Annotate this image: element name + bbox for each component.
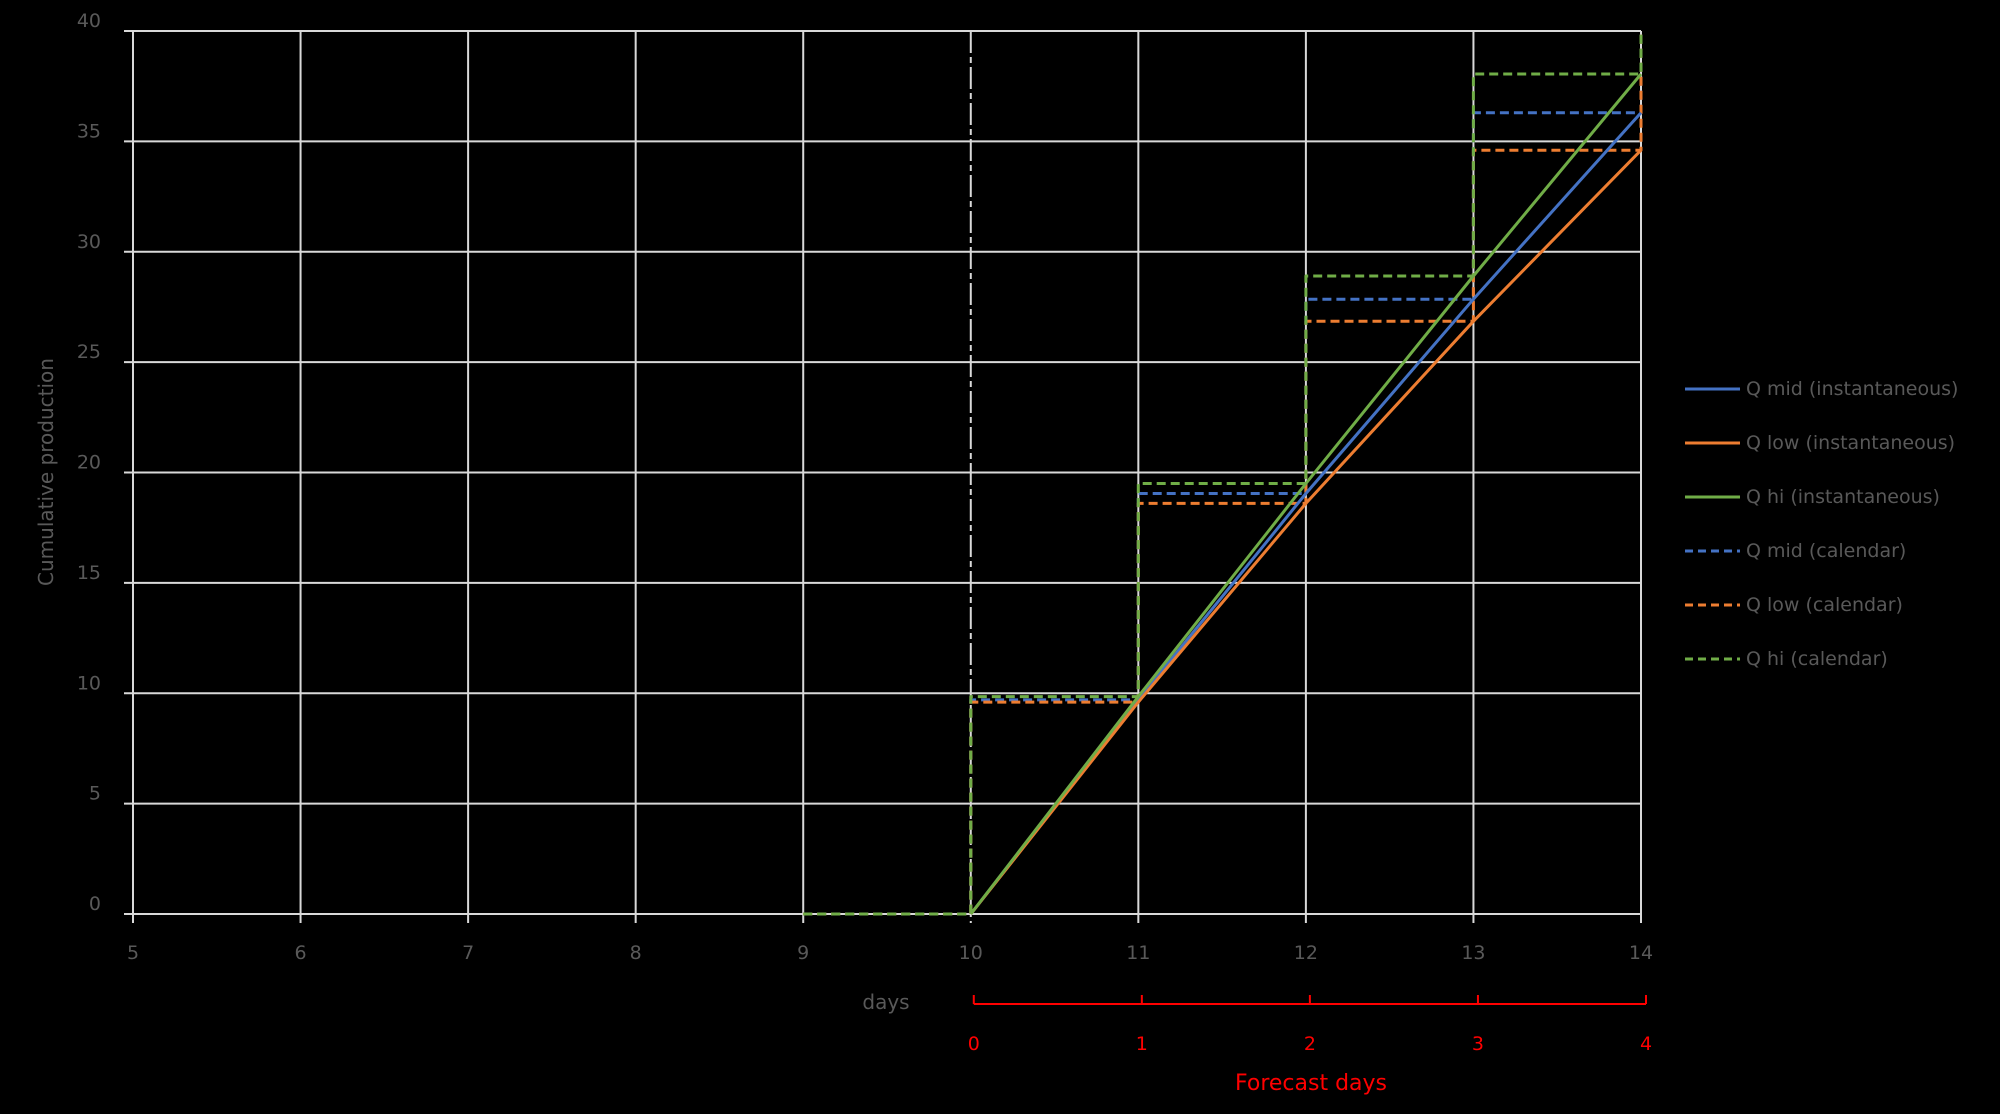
y-tick-label: 20: [77, 452, 101, 474]
forecast-tick-label: 1: [1136, 1033, 1148, 1055]
y-tick-label: 10: [77, 672, 101, 694]
forecast-days-axis: 0 1 2 3 4: [968, 995, 1652, 1055]
y-tick-label: 15: [77, 562, 101, 584]
x-tick-label: 6: [295, 942, 307, 964]
x-tick-label: 12: [1294, 942, 1318, 964]
forecast-tick-label: 2: [1304, 1033, 1316, 1055]
legend-item: Q low (instantaneous): [1685, 432, 1955, 454]
x-axis-title: days: [862, 990, 909, 1014]
series-lines: [803, 31, 1643, 916]
legend-item: Q hi (instantaneous): [1685, 486, 1940, 508]
x-tick-label: 8: [630, 942, 642, 964]
legend-item: Q low (calendar): [1685, 594, 1903, 616]
forecast-tick-label: 4: [1640, 1033, 1652, 1055]
y-tick-label: 5: [89, 783, 101, 805]
y-tick-label: 0: [89, 893, 101, 915]
legend-label: Q hi (instantaneous): [1746, 486, 1940, 508]
legend-label: Q mid (calendar): [1746, 540, 1906, 562]
series-line-q-low-instantaneous: [969, 149, 1643, 915]
y-tick-label: 30: [77, 231, 101, 253]
x-tick-label: 13: [1461, 942, 1485, 964]
legend-label: Q low (calendar): [1746, 594, 1903, 616]
y-tick-label: 35: [77, 120, 101, 142]
x-tick-label: 5: [127, 942, 139, 964]
series-line-q-hi-instantaneous: [969, 73, 1643, 915]
x-tick-label: 9: [797, 942, 809, 964]
forecast-tick-label: 0: [968, 1033, 980, 1055]
y-axis-title: Cumulative production: [34, 358, 58, 586]
forecast-axis-title: Forecast days: [1235, 1071, 1387, 1096]
x-axis-ticks: 5 6 7 8 9 10 11 12 13 14: [127, 942, 1653, 964]
legend-label: Q mid (instantaneous): [1746, 378, 1958, 400]
x-tick-label: 11: [1126, 942, 1150, 964]
y-tick-label: 40: [77, 10, 101, 32]
legend-item: Q mid (instantaneous): [1685, 378, 1958, 400]
x-tick-label: 14: [1629, 942, 1653, 964]
x-tick-label: 10: [959, 942, 983, 964]
legend: Q mid (instantaneous) Q low (instantaneou…: [1685, 378, 1958, 670]
legend-item: Q mid (calendar): [1685, 540, 1906, 562]
forecast-tick-label: 3: [1472, 1033, 1484, 1055]
legend-label: Q hi (calendar): [1746, 648, 1888, 670]
series-line-q-hi-calendar: [803, 31, 1643, 916]
x-tick-label: 7: [462, 942, 474, 964]
gridlines: [124, 30, 1642, 923]
legend-item: Q hi (calendar): [1685, 648, 1888, 670]
y-tick-label: 25: [77, 341, 101, 363]
legend-label: Q low (instantaneous): [1746, 432, 1955, 454]
y-axis-ticks: 0 5 10 15 20 25 30 35 40: [77, 10, 101, 915]
